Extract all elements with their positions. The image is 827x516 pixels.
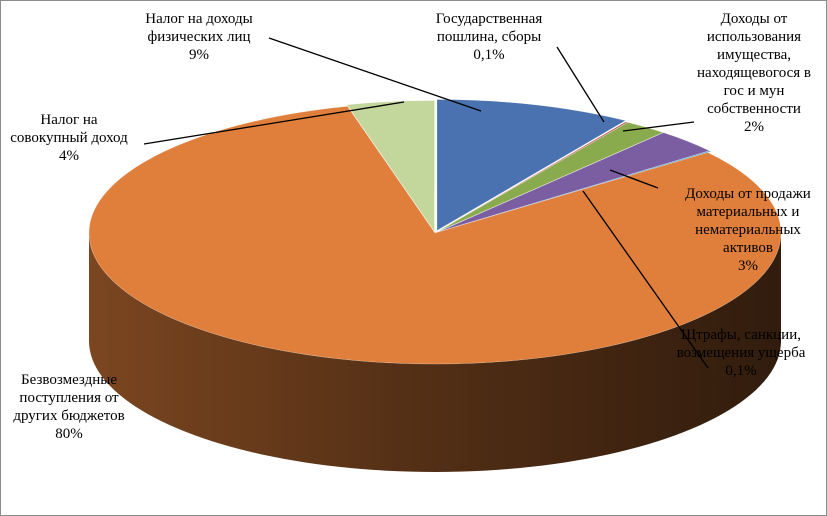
data-label-line: Налог на доходы xyxy=(145,11,252,27)
data-label-line: активов xyxy=(723,240,773,256)
leader-line xyxy=(556,46,605,123)
pie-slice xyxy=(88,105,782,365)
data-label: Доходы от использования имущества, находяще… xyxy=(697,11,811,135)
pie-slice xyxy=(437,132,711,233)
data-label-line: Щтрафы, санкции, xyxy=(681,327,801,343)
data-label-line: других бюджетов xyxy=(13,408,124,424)
data-label-line: 0,1% xyxy=(473,47,504,63)
data-label-line: 80% xyxy=(55,426,83,442)
data-label-line: материальных и xyxy=(697,204,800,220)
data-label-line: Доходы от xyxy=(721,11,788,27)
pie-slice xyxy=(346,100,435,233)
leader-line xyxy=(268,37,482,112)
data-label: Государственная пошлина, сборы 0,1% xyxy=(436,11,543,63)
data-label-line: физических лиц xyxy=(147,29,250,45)
data-label-line: Доходы от продажи xyxy=(685,186,811,202)
data-label: Безвозмездные поступления от других бюджет… xyxy=(13,372,124,442)
data-label-line: использования xyxy=(707,29,801,45)
data-label-line: 0,1% xyxy=(725,363,756,379)
data-label: Налог на доходы физических лиц 9% xyxy=(145,11,252,63)
data-label-line: совокупный доход xyxy=(10,130,128,146)
data-label-line: собственности xyxy=(707,101,801,117)
pie-side-walls xyxy=(89,233,781,472)
data-label-line: 3% xyxy=(738,258,758,274)
pie-slices xyxy=(88,99,782,365)
data-label-line: гос и мун xyxy=(724,83,785,99)
leader-line xyxy=(582,190,709,369)
data-label-line: находящевогося в xyxy=(697,65,811,81)
data-label-line: Налог на xyxy=(40,112,98,128)
pie-slice xyxy=(437,122,664,233)
pie-side-wall xyxy=(89,233,781,472)
data-label-line: Государственная xyxy=(436,11,543,27)
leader-line xyxy=(143,101,405,145)
data-label-line: нематериальных xyxy=(695,222,801,238)
data-label-line: Безвозмездные xyxy=(21,372,117,388)
data-label: Налог на совокупный доход 4% xyxy=(10,112,128,164)
data-label-line: поступления от xyxy=(19,390,119,406)
data-label-line: возмещения ущерба xyxy=(677,345,806,361)
leader-line xyxy=(609,169,659,189)
data-labels: Налог на доходы физических лиц 9% Государст… xyxy=(10,11,811,442)
data-label-line: 2% xyxy=(744,119,764,135)
leader-line xyxy=(622,121,695,132)
data-label: Доходы от продажи материальных и нематериа… xyxy=(685,186,811,274)
data-label: Щтрафы, санкции, возмещения ущерба 0,1% xyxy=(677,327,806,379)
data-label-line: 4% xyxy=(59,148,79,164)
data-label-line: имущества, xyxy=(717,47,791,63)
pie-slice xyxy=(438,150,712,233)
data-label-line: 9% xyxy=(189,47,209,63)
pie-slice xyxy=(437,121,629,232)
data-label-line: пошлина, сборы xyxy=(437,29,541,45)
